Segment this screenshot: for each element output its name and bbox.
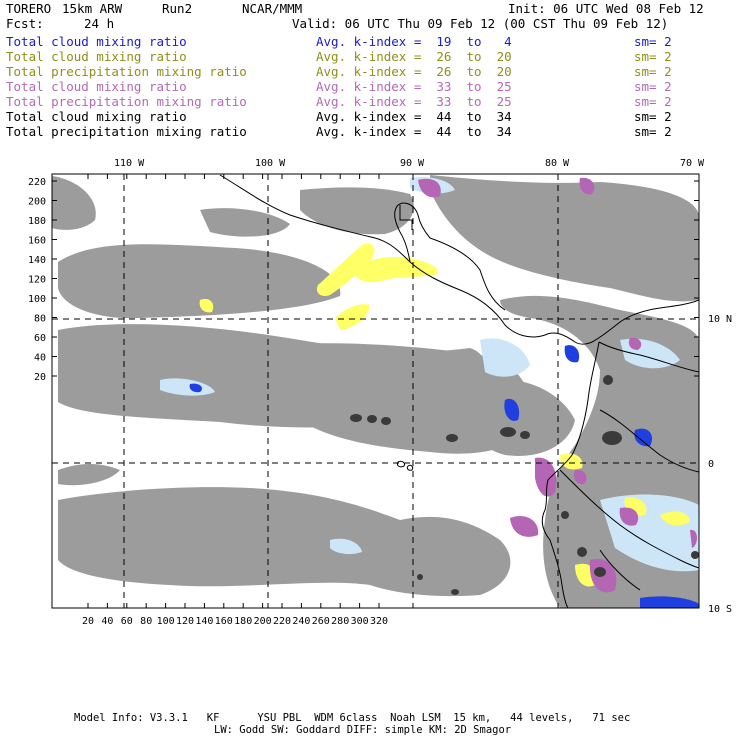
x-tick-label: 80 [140, 616, 152, 627]
y-tick-label: 140 [28, 255, 46, 266]
y-tick-label: 60 [34, 333, 46, 344]
legend-field: Total cloud mixing ratio [6, 49, 187, 64]
x-tick-label: 180 [234, 616, 252, 627]
y-tick-label: 80 [34, 314, 46, 325]
x-tick-label: 40 [101, 616, 113, 627]
x-tick-label: 140 [195, 616, 213, 627]
legend-field: Total precipitation mixing ratio [6, 64, 247, 79]
cloud-dark-cores [350, 375, 699, 595]
lat-label-0: 0 [708, 459, 714, 470]
cloud-blue-fields [189, 345, 699, 608]
legend-field: Total cloud mixing ratio [6, 34, 187, 49]
cloud-yellow-fields [199, 243, 690, 587]
org-label: NCAR/MMM [242, 1, 303, 16]
model-name: TORERO [6, 1, 52, 16]
legend-field: Total cloud mixing ratio [6, 79, 187, 94]
valid-time: Valid: 06 UTC Thu 09 Feb 12 (00 CST Thu … [292, 16, 669, 31]
x-tick-label: 20 [82, 616, 94, 627]
legend-sm: sm= 2 [634, 49, 672, 64]
legend-sm: sm= 2 [634, 79, 672, 94]
y-tick-label: 20 [34, 372, 46, 383]
legend-kindex: Avg. k-index = 33 to 25 [316, 94, 512, 109]
plot-frame [51, 173, 700, 609]
legend-kindex: Avg. k-index = 26 to 20 [316, 49, 512, 64]
y-tick-label: 200 [28, 197, 46, 208]
x-tick-label: 320 [370, 616, 388, 627]
x-tick-label: 200 [254, 616, 272, 627]
x-tick-label: 120 [176, 616, 194, 627]
x-tick-label: 220 [273, 616, 291, 627]
run-label: Run2 [162, 1, 193, 16]
lon-label-90w: 90 W [400, 158, 425, 169]
y-tick-label: 180 [28, 216, 46, 227]
legend-field: Total precipitation mixing ratio [6, 124, 247, 139]
lon-label-80w: 80 W [545, 158, 570, 169]
plot-area [52, 174, 699, 608]
x-tick-label: 160 [215, 616, 233, 627]
x-tick-label: 60 [121, 616, 133, 627]
y-tick-label: 40 [34, 353, 46, 364]
legend-sm: sm= 2 [634, 64, 672, 79]
legend-kindex: Avg. k-index = 44 to 34 [316, 109, 512, 124]
init-time: Init: 06 UTC Wed 08 Feb 12 [508, 1, 704, 16]
forecast-label: Fcst: [6, 16, 44, 31]
x-tick-label: 300 [351, 616, 369, 627]
legend-kindex: Avg. k-index = 33 to 25 [316, 79, 512, 94]
legend-kindex: Avg. k-index = 44 to 34 [316, 124, 512, 139]
y-tick-label: 220 [28, 177, 46, 188]
x-tick-label: 280 [331, 616, 349, 627]
legend-field: Total cloud mixing ratio [6, 109, 187, 124]
physics-info-line: LW: Godd SW: Goddard DIFF: simple KM: 2D… [214, 724, 512, 736]
model-resolution: 15km ARW [62, 1, 123, 16]
legend-sm: sm= 2 [634, 124, 672, 139]
cloud-gray-fields [52, 175, 699, 608]
map-figure: 110 W 100 W 90 W 80 W 70 W 10 N 0 10 S [28, 158, 732, 627]
model-info-line: Model Info: V3.3.1 KF YSU PBL WDM 6class… [74, 712, 631, 724]
axis-ticks [52, 174, 699, 608]
x-tick-label: 240 [292, 616, 310, 627]
legend-field: Total precipitation mixing ratio [6, 94, 247, 109]
coastlines [219, 174, 699, 608]
lon-label-110w: 110 W [114, 158, 145, 169]
y-tick-label: 160 [28, 236, 46, 247]
legend-kindex: Avg. k-index = 26 to 20 [316, 64, 512, 79]
forecast-hours: 24 h [84, 16, 115, 31]
graticule [52, 174, 699, 608]
x-tick-label: 100 [157, 616, 175, 627]
legend-kindex: Avg. k-index = 19 to 4 [316, 34, 512, 49]
legend-sm: sm= 2 [634, 34, 672, 49]
x-tick-label: 260 [312, 616, 330, 627]
y-tick-label: 100 [28, 294, 46, 305]
legend-sm: sm= 2 [634, 94, 672, 109]
y-tick-label: 120 [28, 275, 46, 286]
tick-labels: 110 W 100 W 90 W 80 W 70 W 10 N 0 10 S [114, 158, 732, 615]
legend-sm: sm= 2 [634, 109, 672, 124]
lon-label-100w: 100 W [255, 158, 286, 169]
lon-label-70w: 70 W [680, 158, 705, 169]
lat-label-10s: 10 S [708, 604, 732, 615]
lat-label-10n: 10 N [708, 314, 732, 325]
